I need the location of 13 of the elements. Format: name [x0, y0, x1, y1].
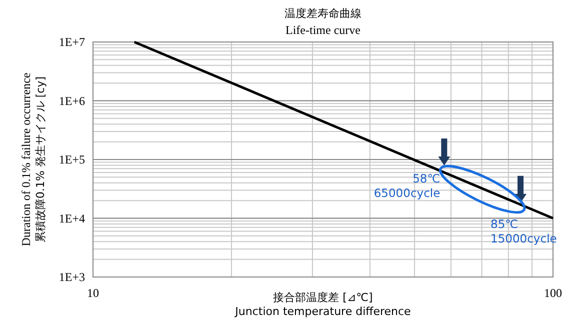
x-tick-label: 100 — [544, 286, 562, 300]
y-axis-title: Duration of 0.1% failure occurrence 累積故障0.1% 発生サイクル [cy] — [19, 72, 47, 246]
y-tick-label: 1E+6 — [58, 94, 85, 108]
x-axis-title: 接合部温度差 [⊿℃] Junction temperature difference — [234, 291, 412, 318]
y-tick-label: 1E+4 — [58, 211, 85, 226]
annotation: 58℃ 65000cycle — [374, 171, 440, 200]
chart-subtitle: Life-time curve — [286, 23, 360, 37]
y-tick-label: 1E+7 — [58, 35, 85, 49]
y-tick-label: 1E+3 — [58, 270, 85, 284]
chart-title: 温度差寿命曲線 — [284, 7, 362, 20]
y-tick-label: 1E+5 — [58, 152, 85, 166]
x-tick-label: 10 — [87, 286, 99, 300]
annotation: 85℃ 15000cycle — [490, 216, 557, 246]
